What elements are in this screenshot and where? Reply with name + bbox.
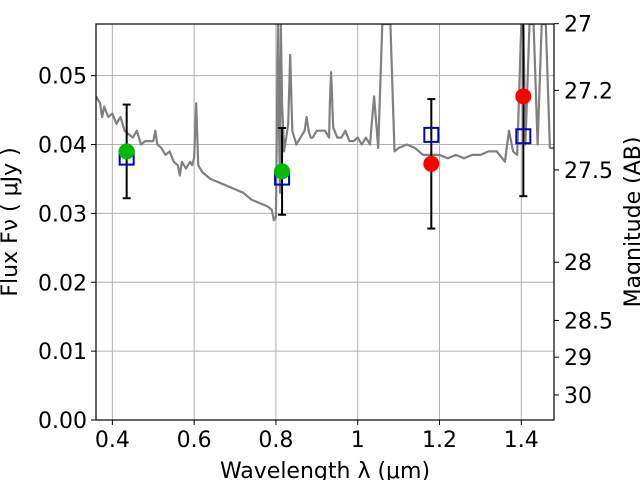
right-tick-label: 27.5 (564, 159, 613, 184)
x-tick-label: 0.8 (258, 428, 293, 453)
y-tick-label: 0.04 (38, 134, 87, 159)
y-tick-label: 0.00 (38, 409, 87, 434)
right-tick-label: 27 (564, 13, 592, 38)
x-tick-label: 1.4 (504, 428, 539, 453)
x-tick-label: 0.4 (95, 428, 130, 453)
grid (96, 24, 554, 421)
x-axis-label: Wavelength λ (μm) (220, 459, 430, 480)
right-tick-label: 28.5 (564, 309, 613, 334)
y-tick-label: 0.03 (38, 202, 87, 227)
right-tick-label: 30 (564, 384, 592, 409)
model-square-point (515, 128, 532, 145)
y-axis-label: Flux Fν ( μJy ) (0, 147, 23, 296)
red-data-point (423, 155, 440, 172)
green-data-point (118, 143, 135, 160)
green-data-point (274, 163, 291, 180)
plot-area (96, 24, 554, 230)
x-tick-label: 1 (351, 428, 365, 453)
right-tick-label: 28 (564, 251, 592, 276)
red-data-point (515, 88, 532, 105)
right-tick-label: 27.2 (564, 79, 613, 104)
x-tick-label: 0.6 (177, 428, 212, 453)
y-tick-label: 0.01 (38, 340, 87, 365)
sed-model-line (96, 24, 554, 222)
right-axis-label: Magnitude (AB) (621, 137, 640, 308)
model-square-point (423, 126, 440, 143)
right-tick-label: 29 (564, 346, 592, 371)
plot-frame (95, 23, 555, 421)
y-tick-label: 0.02 (38, 271, 87, 296)
y-tick-label: 0.05 (38, 65, 87, 90)
axes: 0.4 0.6 0.8 1 1.2 1.4 0.00 0.01 0.02 0.03 0.04 0.05… (38, 13, 613, 453)
x-tick-label: 1.2 (422, 428, 457, 453)
